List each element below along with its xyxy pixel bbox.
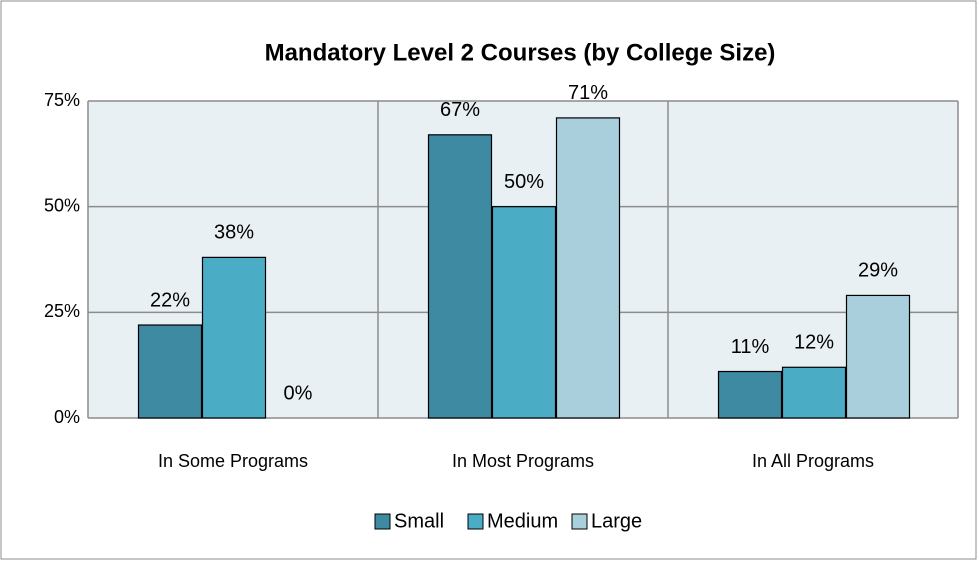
y-tick-label: 25% [44,301,80,321]
y-tick-label: 50% [44,195,80,215]
data-label: 29% [858,260,898,282]
data-label: 67% [440,99,480,121]
legend-label: Large [591,510,642,532]
x-tick-label: In All Programs [752,451,874,471]
data-label: 22% [150,289,190,311]
data-label: 38% [214,222,254,244]
data-label: 11% [731,336,770,358]
legend-swatch [374,513,391,530]
data-label: 0% [284,382,313,404]
bar [781,366,847,419]
y-tick-label: 0% [54,407,80,427]
data-label: 50% [504,171,544,193]
bar [137,324,203,419]
legend-label: Medium [487,510,558,532]
data-label: 12% [794,332,834,354]
bar [555,117,621,419]
data-label: 71% [568,82,608,104]
legend-swatch [467,513,484,530]
x-tick-label: In Most Programs [452,451,594,471]
chart-title: Mandatory Level 2 Courses (by College Si… [265,39,776,66]
bar [491,206,557,419]
x-tick-label: In Some Programs [158,451,308,471]
bar [427,134,493,419]
legend-swatch [571,513,588,530]
bar [845,294,911,419]
bar [717,370,783,419]
legend-label: Small [394,510,444,532]
y-tick-label: 75% [44,90,80,110]
bar [201,256,267,419]
